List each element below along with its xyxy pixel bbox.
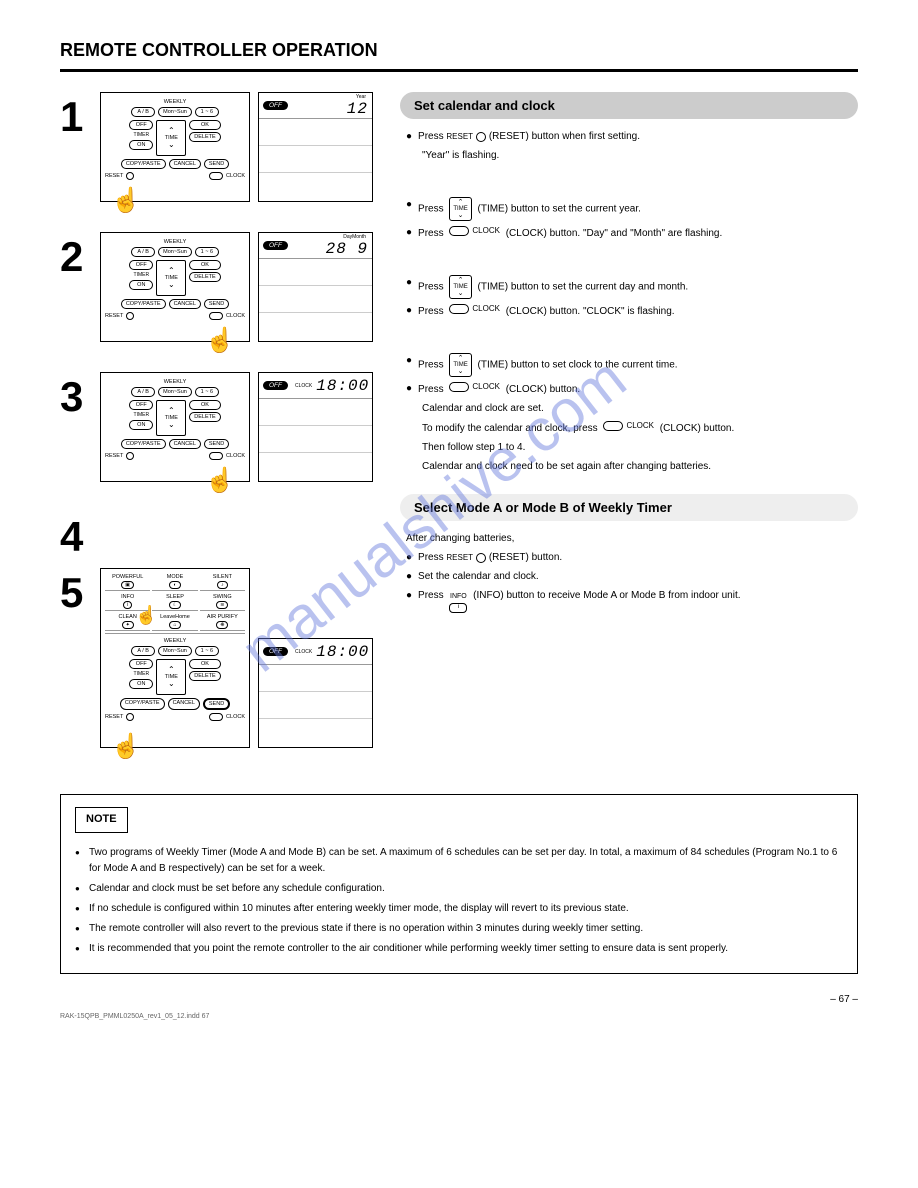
divider [60, 69, 858, 72]
note-item: Calendar and clock must be set before an… [75, 881, 843, 897]
lcd-display-1: OFFYear12 [258, 92, 373, 202]
instructions-1: ●Press RESET (RESET) button when first s… [406, 129, 858, 163]
step-number: 1 [60, 92, 90, 202]
section-header-mode: Select Mode A or Mode B of Weekly Timer [400, 494, 858, 521]
step-4: 4 [60, 512, 380, 558]
note-item: It is recommended that you point the rem… [75, 941, 843, 957]
step-number: 4 [60, 512, 90, 558]
page-number: – 67 – [60, 994, 858, 1005]
lcd-display-3: OFFCLOCK18:00 [258, 372, 373, 482]
note-item: If no schedule is configured within 10 m… [75, 901, 843, 917]
note-label: NOTE [75, 807, 128, 833]
step-5: 5 POWERFUL▣ MODE◐ SILENT♪ INFOi SLEEP☾ S… [60, 568, 380, 748]
instructions-3: ●Press ⌃TIME⌄ (TIME) button to set the c… [406, 275, 858, 319]
remote-diagram-3: WEEKLY A / BMon~Sun1 ~ 6 OFFTIMERON ⌃TIM… [100, 372, 250, 482]
instructions-4: ●Press ⌃TIME⌄ (TIME) button to set clock… [406, 353, 858, 474]
remote-diagram-2: WEEKLY A / BMon~Sun1 ~ 6 OFFTIMERON ⌃TIM… [100, 232, 250, 342]
page-title: REMOTE CONTROLLER OPERATION [60, 40, 858, 61]
instructions-2: ●Press ⌃TIME⌄ (TIME) button to set the c… [406, 197, 858, 241]
note-item: Two programs of Weekly Timer (Mode A and… [75, 845, 843, 877]
step-3: 3 WEEKLY A / BMon~Sun1 ~ 6 OFFTIMERON ⌃T… [60, 372, 380, 482]
section-header-calendar: Set calendar and clock [400, 92, 858, 119]
right-column: Set calendar and clock ●Press RESET (RES… [400, 92, 858, 778]
note-box: NOTE Two programs of Weekly Timer (Mode … [60, 794, 858, 974]
step-1: 1 WEEKLY A / BMon~Sun1 ~ 6 OFFTIMERON ⌃T… [60, 92, 380, 202]
step-number: 5 [60, 568, 90, 748]
note-item: The remote controller will also revert t… [75, 921, 843, 937]
remote-diagram-5: POWERFUL▣ MODE◐ SILENT♪ INFOi SLEEP☾ SWI… [100, 568, 250, 748]
remote-diagram-1: WEEKLY A / BMon~Sun1 ~ 6 OFFTIMERON ⌃TIM… [100, 92, 250, 202]
lcd-display-5: OFFCLOCK18:00 [258, 638, 373, 748]
left-column: 1 WEEKLY A / BMon~Sun1 ~ 6 OFFTIMERON ⌃T… [60, 92, 380, 778]
instructions-5: After changing batteries, ●Press RESET (… [406, 531, 858, 613]
step-2: 2 WEEKLY A / BMon~Sun1 ~ 6 OFFTIMERON ⌃T… [60, 232, 380, 342]
step-number: 2 [60, 232, 90, 342]
footer-text: RAK-15QPB_PMML0250A_rev1_05_12.indd 67 [60, 1013, 858, 1020]
lcd-display-2: OFFDayMonth28 9 [258, 232, 373, 342]
step-number: 3 [60, 372, 90, 482]
